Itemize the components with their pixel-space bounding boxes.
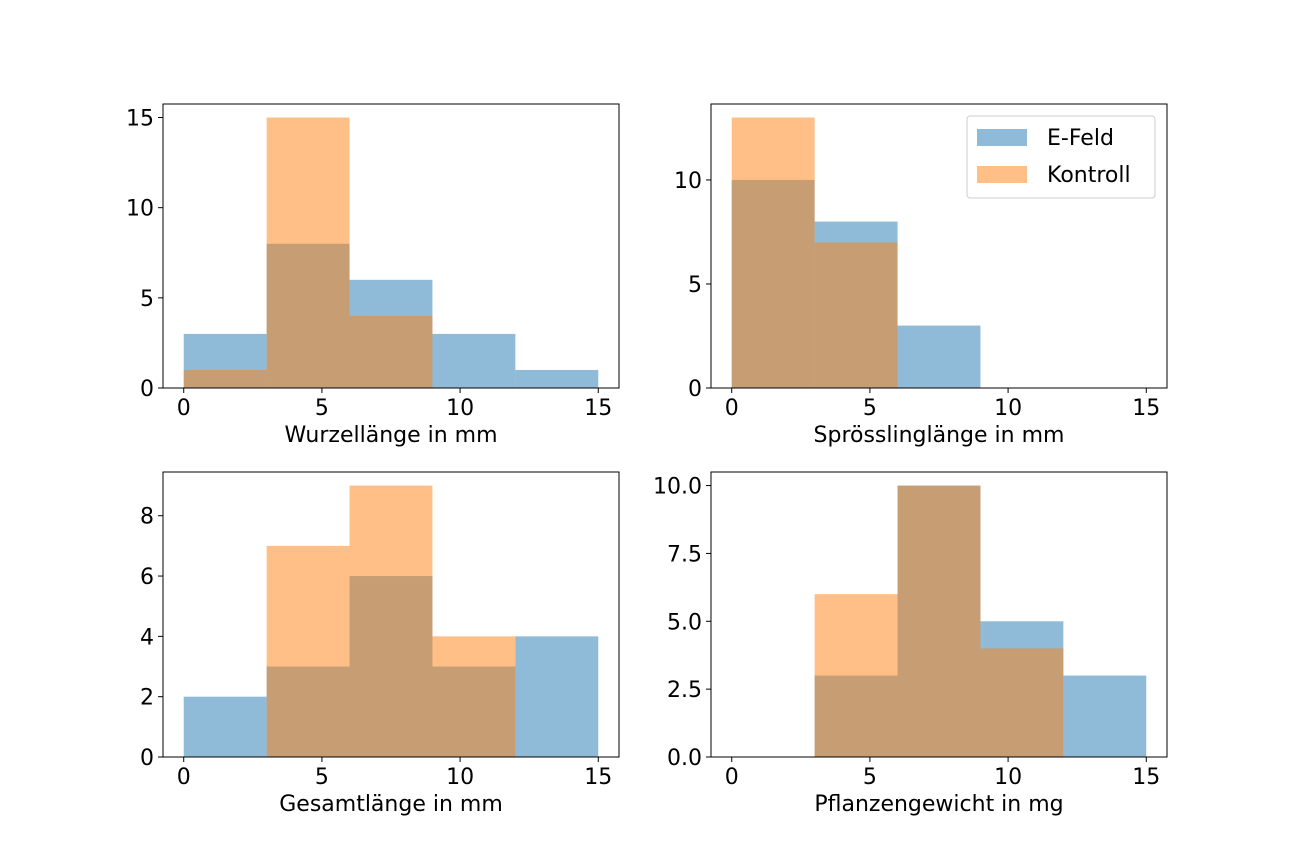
bar-kontroll-0 <box>731 117 815 389</box>
x-tick-label: 0 <box>177 396 191 421</box>
y-tick-label: 5 <box>140 287 154 312</box>
bar-kontroll-0 <box>183 369 267 388</box>
y-tick-label: 0 <box>140 377 154 402</box>
x-tick-label: 10 <box>994 396 1022 421</box>
y-tick-label: 10.0 <box>653 475 702 500</box>
bar-kontroll-3 <box>980 648 1064 757</box>
series-kontroll <box>183 117 433 389</box>
bar-e-feld-0 <box>183 696 267 757</box>
legend-swatch-e-feld <box>977 129 1027 146</box>
y-tick-label: 4 <box>140 625 154 650</box>
bar-e-feld-2 <box>897 325 981 388</box>
x-tick-label: 0 <box>725 396 739 421</box>
x-tick-label: 15 <box>1132 765 1160 790</box>
x-tick-label: 15 <box>1132 396 1160 421</box>
bar-e-feld-4 <box>515 636 599 757</box>
bar-kontroll-3 <box>432 636 516 757</box>
y-tick-label: 7.5 <box>667 542 702 567</box>
bar-kontroll-1 <box>266 117 350 389</box>
series-kontroll <box>266 485 516 757</box>
bar-kontroll-1 <box>814 594 898 757</box>
x-tick-label: 10 <box>446 396 474 421</box>
bar-kontroll-2 <box>897 485 981 757</box>
y-tick-label: 0 <box>140 746 154 771</box>
series-kontroll <box>731 117 898 389</box>
legend-label-e-feld: E-Feld <box>1047 126 1114 151</box>
series-kontroll <box>814 485 1064 757</box>
x-tick-label: 5 <box>315 765 329 790</box>
bar-e-feld-4 <box>515 369 599 388</box>
bar-kontroll-1 <box>814 242 898 388</box>
x-axis-label: Wurzellänge in mm <box>284 423 497 448</box>
axes-frame <box>710 471 1168 758</box>
y-tick-label: 8 <box>140 505 154 530</box>
bar-kontroll-2 <box>349 485 433 757</box>
axes-frame <box>162 471 620 758</box>
legend-label-kontroll: Kontroll <box>1047 163 1131 188</box>
legend: E-Feld Kontroll <box>966 115 1156 199</box>
subplot-1: 0 5 10 15 0 5 10 15 Wurzellänge in mm <box>126 103 620 448</box>
x-axis-label: Sprösslinglänge in mm <box>814 423 1065 448</box>
x-tick-label: 10 <box>994 765 1022 790</box>
y-tick-label: 10 <box>674 169 702 194</box>
y-tick-label: 10 <box>126 197 154 222</box>
x-tick-label: 15 <box>584 396 612 421</box>
axes-frame <box>710 103 1168 389</box>
y-tick-label: 5.0 <box>667 610 702 635</box>
subplot-4: 0 5 10 15 0.0 2.5 5.0 7.5 10.0 Pflanzengewicht in… <box>653 471 1168 817</box>
x-axis-label: Pflanzengewicht in mg <box>814 792 1063 817</box>
y-tick-label: 0 <box>688 377 702 402</box>
x-tick-label: 5 <box>863 396 877 421</box>
bar-e-feld-3 <box>432 333 516 388</box>
y-tick-label: 5 <box>688 273 702 298</box>
x-tick-label: 0 <box>725 765 739 790</box>
y-tick-label: 6 <box>140 565 154 590</box>
x-tick-label: 10 <box>446 765 474 790</box>
y-tick-label: 2 <box>140 686 154 711</box>
bar-kontroll-1 <box>266 545 350 757</box>
y-tick-label: 0.0 <box>667 746 702 771</box>
bar-e-feld-4 <box>1063 675 1147 757</box>
x-axis-label: Gesamtlänge in mm <box>279 792 503 817</box>
legend-swatch-kontroll <box>977 166 1027 183</box>
x-tick-label: 0 <box>177 765 191 790</box>
y-tick-label: 15 <box>126 107 154 132</box>
axes-frame <box>162 103 620 389</box>
subplot-3: 0 5 10 15 0 2 4 6 8 Gesamtlänge in mm <box>140 471 620 817</box>
x-tick-label: 15 <box>584 765 612 790</box>
bar-kontroll-2 <box>349 315 433 388</box>
y-tick-label: 2.5 <box>667 678 702 703</box>
x-tick-label: 5 <box>315 396 329 421</box>
x-tick-label: 5 <box>863 765 877 790</box>
